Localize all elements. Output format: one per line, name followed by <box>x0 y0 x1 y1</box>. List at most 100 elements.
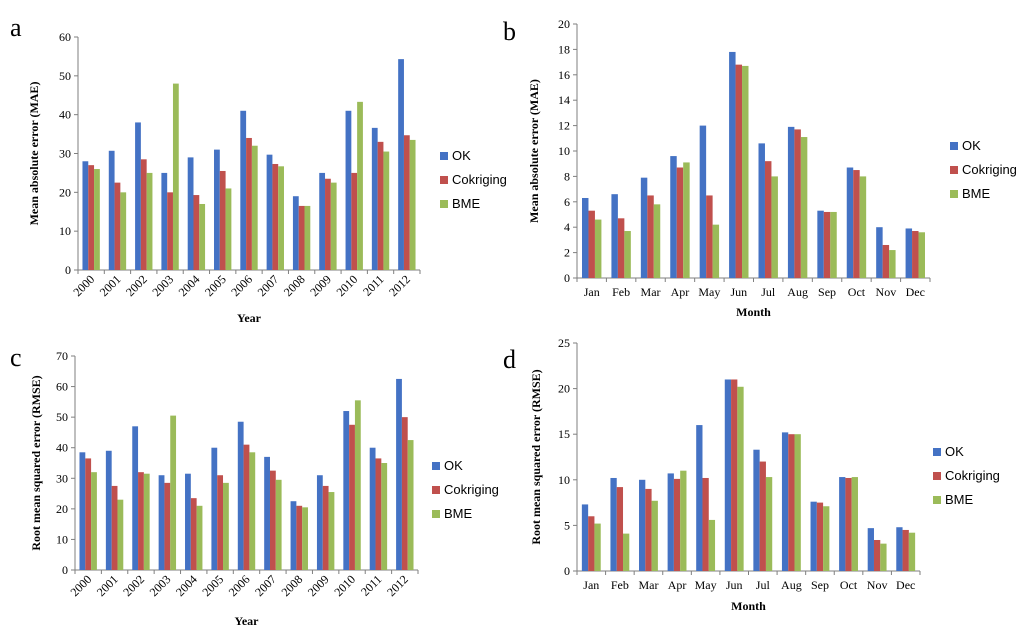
x-tick-label: 2009 <box>305 572 332 599</box>
y-tick-label: 0 <box>62 563 68 577</box>
bar-bme-apr <box>680 470 687 571</box>
bar-ok-2010 <box>343 411 350 570</box>
x-tick-label: Dec <box>896 578 915 592</box>
x-tick-label: 2005 <box>199 572 226 599</box>
panel-c-rmse-by-year: c 0 10 20 30 40 50 60 70 2000 2001 2002 2003 2004 2005… <box>10 343 499 628</box>
legend-swatch-cokriging <box>440 176 448 184</box>
x-axis-title: Month <box>731 599 766 613</box>
bar-bme-mar <box>651 500 658 571</box>
bar-cokriging-oct <box>845 477 852 571</box>
y-tick-label: 4 <box>564 220 570 234</box>
bar-ok-sep <box>817 210 824 278</box>
legend-label-cokriging: Cokriging <box>452 172 507 187</box>
bar-bme-2002 <box>143 473 150 570</box>
bar-cokriging-2007 <box>272 163 279 270</box>
bar-cokriging-sep <box>823 211 831 278</box>
bar-ok-2005 <box>214 149 220 270</box>
x-tick-label: Jul <box>761 285 776 299</box>
bar-cokriging-2006 <box>246 137 252 270</box>
bar-ok-jul <box>753 449 760 571</box>
x-tick-label: 2001 <box>97 272 124 299</box>
legend-swatch-cokriging <box>933 472 941 480</box>
bar-cokriging-apr <box>673 478 681 571</box>
bar-ok-2011 <box>369 447 376 570</box>
bar-cokriging-2007 <box>269 470 276 570</box>
y-tick-label: 2 <box>564 246 570 260</box>
y-tick-label: 40 <box>56 441 68 455</box>
bar-bme-apr <box>683 162 690 278</box>
y-tick-label: 30 <box>56 471 68 485</box>
bar-bme-feb <box>623 533 630 571</box>
bar-ok-jan <box>582 197 589 278</box>
x-tick-label: 2004 <box>173 572 200 599</box>
bar-ok-2001 <box>105 450 112 570</box>
bar-ok-2007 <box>264 456 270 570</box>
legend-label-cokriging: Cokriging <box>444 482 499 497</box>
bar-ok-sep <box>810 501 817 571</box>
bar-ok-apr <box>667 473 674 571</box>
bar-bme-jul <box>771 176 778 278</box>
y-tick-label: 20 <box>56 502 68 516</box>
bar-bme-aug <box>794 434 801 571</box>
bar-ok-2012 <box>398 59 404 271</box>
legend-swatch-ok <box>432 462 440 470</box>
bar-ok-dec <box>905 228 913 278</box>
y-tick-label: 0 <box>65 263 71 277</box>
bar-ok-2004 <box>185 473 191 570</box>
y-tick-label: 20 <box>558 17 570 31</box>
bar-bme-2000 <box>91 472 97 570</box>
bar-bme-jul <box>765 477 773 571</box>
bar-bme-sep <box>830 211 837 278</box>
bar-bme-2012 <box>409 139 416 270</box>
x-tick-label: 2008 <box>281 272 308 299</box>
bar-bme-2007 <box>278 166 284 270</box>
bar-bme-2006 <box>249 452 256 570</box>
bar-cokriging-2005 <box>219 170 226 270</box>
bar-bme-nov <box>880 543 887 571</box>
x-tick-label: 2006 <box>226 572 253 599</box>
y-tick-label: 12 <box>558 119 570 133</box>
y-tick-label: 70 <box>56 349 68 363</box>
bar-ok-2004 <box>187 157 194 270</box>
x-tick-label: Dec <box>906 285 925 299</box>
bar-cokriging-2011 <box>375 458 382 570</box>
bar-cokriging-dec <box>902 529 909 571</box>
bar-cokriging-may <box>702 477 709 571</box>
legend-label-bme: BME <box>945 492 974 507</box>
bar-cokriging-mar <box>647 195 654 278</box>
bar-ok-mar <box>640 177 648 278</box>
x-tick-label: Apr <box>671 285 690 299</box>
bar-cokriging-2002 <box>138 472 144 570</box>
bar-ok-may <box>696 425 703 571</box>
x-tick-label: Sep <box>811 578 829 592</box>
y-tick-label: 20 <box>558 382 570 396</box>
bar-cokriging-2002 <box>140 159 147 270</box>
x-tick-label: Feb <box>611 578 629 592</box>
legend-swatch-ok <box>950 142 958 150</box>
bar-bme-2008 <box>302 507 308 570</box>
bar-bme-2006 <box>251 145 258 270</box>
x-axis-title: Year <box>235 614 260 628</box>
bar-cokriging-jan <box>588 210 595 278</box>
bar-bme-may <box>712 224 720 278</box>
bar-ok-2002 <box>135 122 141 270</box>
bar-cokriging-mar <box>645 488 652 571</box>
x-tick-label: 2000 <box>67 572 94 599</box>
bar-ok-apr <box>670 156 677 278</box>
bar-bme-oct <box>859 176 867 278</box>
bar-cokriging-2004 <box>190 498 197 570</box>
bar-bme-2009 <box>330 182 337 270</box>
bar-bme-sep <box>823 506 830 571</box>
bar-bme-2010 <box>354 400 361 570</box>
y-axis-title: Root mean squared error (RMSE) <box>29 375 43 550</box>
bar-ok-2008 <box>290 501 297 570</box>
y-tick-label: 10 <box>56 532 68 546</box>
x-tick-label: 2009 <box>307 272 334 299</box>
bar-ok-jan <box>581 504 589 571</box>
bar-ok-2012 <box>396 378 402 570</box>
y-tick-label: 15 <box>558 427 570 441</box>
bar-bme-2004 <box>199 203 206 270</box>
x-tick-label: Jan <box>583 578 599 592</box>
bar-cokriging-2000 <box>88 165 95 270</box>
bar-cokriging-2003 <box>164 482 171 570</box>
